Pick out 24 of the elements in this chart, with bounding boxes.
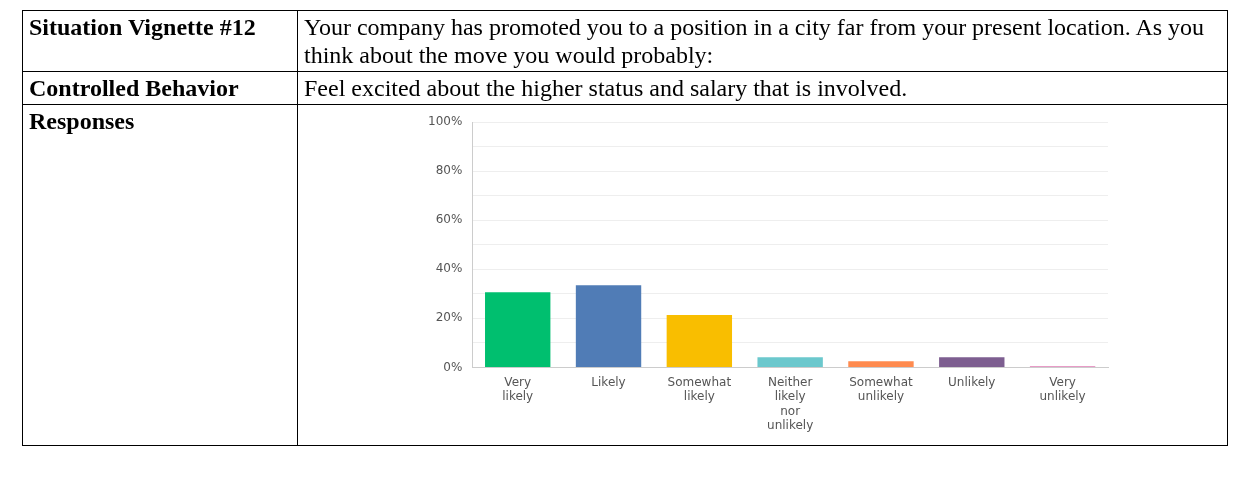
y-tick-label: 40%	[435, 261, 463, 276]
bar	[848, 361, 914, 367]
text: Responses	[22, 104, 298, 446]
x-tick-label: Likely	[591, 374, 626, 389]
text: Controlled Behavior	[22, 71, 298, 105]
x-tick-label: Very unlikely	[1039, 374, 1086, 404]
y-tick-label: 60%	[435, 212, 463, 227]
x-tick-label: Neither likely nor unlikely	[767, 374, 814, 432]
y-tick-label: 20%	[435, 310, 463, 325]
bar	[666, 314, 733, 367]
x-tick-label: Somewhat unlikely	[849, 374, 914, 404]
bar	[939, 357, 1005, 367]
bar	[485, 292, 551, 367]
text: Situation Vignette #12	[22, 10, 298, 72]
x-tick-label: Somewhat likely	[667, 374, 732, 404]
bar	[575, 285, 642, 367]
y-tick-label: 100%	[427, 114, 463, 129]
text: Your company has promoted you to a position in a city far from your present location. As you think about the move you would probably:	[297, 10, 1228, 72]
y-tick-label: 0%	[443, 359, 463, 374]
bar	[757, 357, 823, 367]
x-tick-label: Unlikely	[948, 374, 996, 389]
text: Feel excited about the higher status and salary that is involved.	[297, 71, 1228, 105]
x-tick-label: Very likely	[502, 374, 534, 404]
y-tick-label: 80%	[435, 163, 463, 178]
